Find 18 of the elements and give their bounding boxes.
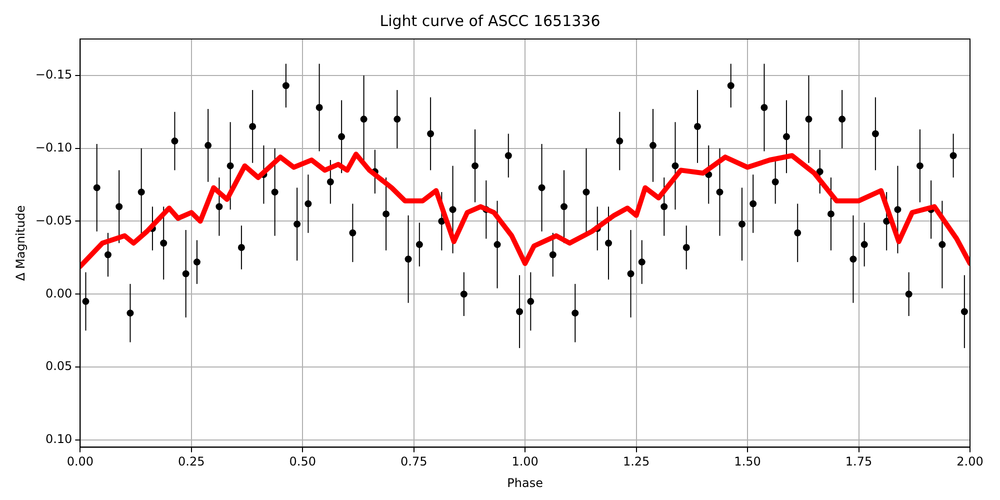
x-tick-label: 0.75 bbox=[400, 454, 428, 469]
chart-title: Light curve of ASCC 1651336 bbox=[380, 12, 600, 30]
x-tick-label: 0.50 bbox=[289, 454, 316, 469]
x-axis-title: Phase bbox=[507, 476, 544, 490]
y-tick-label: 0.00 bbox=[45, 286, 72, 300]
y-tick-label: −0.15 bbox=[35, 68, 72, 82]
y-axis-title: Δ Magnitude bbox=[13, 205, 28, 281]
y-tick-label: −0.05 bbox=[35, 213, 72, 228]
y-tick-label: −0.10 bbox=[35, 140, 72, 154]
y-tick-label: 0.05 bbox=[45, 359, 72, 374]
x-tick-label: 2.00 bbox=[956, 454, 984, 469]
x-tick-label: 1.00 bbox=[512, 454, 538, 469]
x-tick-label: 1.50 bbox=[734, 454, 761, 469]
x-tick-label: 0.25 bbox=[178, 454, 205, 469]
x-tick-label: 1.75 bbox=[845, 454, 872, 469]
x-tick-label: 1.25 bbox=[622, 454, 650, 469]
y-tick-label: 0.10 bbox=[45, 432, 72, 446]
x-tick-label: 0.00 bbox=[66, 454, 94, 469]
